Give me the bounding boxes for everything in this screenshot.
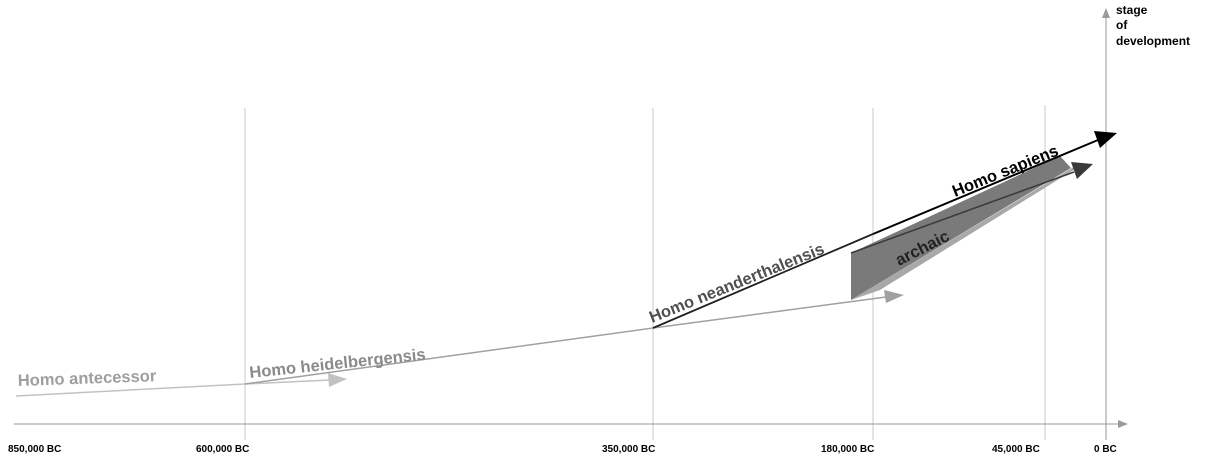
y-axis-title-line-1: stage [1116, 3, 1148, 17]
label-homo-neanderthalensis: Homo neanderthalensis [647, 240, 827, 327]
lineage-heidelbergensis: Homo heidelbergensis [244, 290, 904, 385]
label-homo-antecessor: Homo antecessor [18, 367, 158, 390]
archaic-wedge [851, 156, 1071, 300]
heidelbergensis-arrowhead [884, 290, 904, 303]
lineage-antecessor: Homo antecessor [15, 367, 347, 397]
y-axis-title-line-2: of [1116, 18, 1128, 32]
tick-label-0: 0 BC [1094, 444, 1117, 455]
tick-label-180k: 180,000 BC [821, 444, 874, 455]
tick-label-600k: 600,000 BC [196, 444, 249, 455]
archaic-upper-edge [850, 171, 1075, 254]
antecessor-line [15, 383, 246, 397]
antecessor-arrowhead [328, 373, 347, 387]
lineage-later-hominins: Homo neanderthalensis archaic Homo sapie… [647, 131, 1117, 329]
archaic-wedge-light [851, 163, 1085, 300]
tick-label-45k: 45,000 BC [992, 444, 1040, 455]
sapiens-line [872, 139, 1099, 235]
archaic-arrowhead [1071, 162, 1093, 179]
neanderthalensis-line [652, 233, 874, 329]
heidelbergensis-branch [652, 296, 887, 329]
antecessor-branch [244, 379, 331, 385]
y-axis-title-line-3: development [1116, 34, 1190, 48]
heidelbergensis-line [244, 327, 654, 385]
tick-label-350k: 350,000 BC [602, 444, 655, 455]
sapiens-arrowhead [1094, 131, 1117, 148]
tick-label-850k: 850,000 BC [8, 444, 61, 455]
